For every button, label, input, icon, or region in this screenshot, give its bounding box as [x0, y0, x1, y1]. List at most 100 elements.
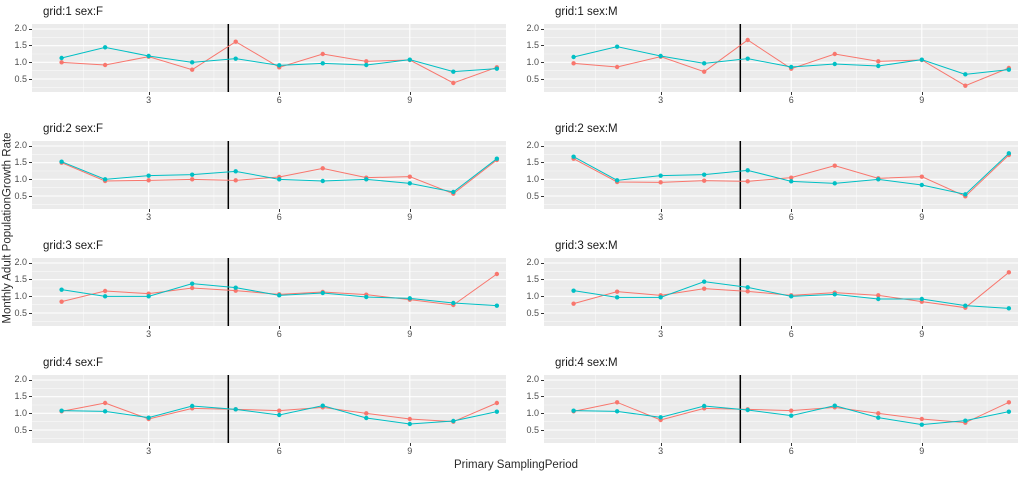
x-tick-mark	[409, 443, 411, 446]
y-tick-mark	[541, 279, 544, 281]
data-point	[832, 403, 837, 408]
y-tick-mark	[541, 262, 544, 264]
x-tick-mark	[791, 443, 793, 446]
data-point	[494, 303, 500, 308]
y-tick-label: 1.0	[526, 56, 539, 67]
x-tick-label: 9	[407, 95, 413, 105]
y-axis-ticks: 0.5 1.0 1.5 2.0	[14, 24, 32, 92]
y-tick-label: 1.5	[526, 274, 539, 285]
y-tick-mark	[29, 78, 32, 80]
x-axis-title: Primary SamplingPeriod	[454, 459, 578, 471]
panel-plot-area	[32, 258, 506, 326]
y-tick-mark	[29, 178, 32, 180]
data-point	[832, 292, 837, 297]
y-tick-label: 2.0	[526, 257, 539, 268]
data-point	[277, 63, 282, 68]
facet-panel: grid:2 sex:F 0.5 1.0 1.5 2.0 3 6 9	[14, 117, 506, 234]
data-point	[701, 403, 707, 409]
data-point	[102, 409, 108, 414]
data-point	[658, 295, 663, 300]
panel-plot-area	[544, 375, 1018, 443]
data-point	[102, 294, 108, 299]
x-tick-label: 6	[276, 212, 282, 222]
data-point	[451, 69, 456, 74]
y-tick-mark	[541, 379, 544, 381]
data-point	[963, 83, 968, 88]
y-axis-title: Monthly Adult PopulationGrowth Rate	[1, 131, 14, 324]
data-point	[494, 409, 500, 414]
y-axis-ticks: 0.5 1.0 1.5 2.0	[526, 258, 544, 326]
y-tick-mark	[541, 396, 544, 398]
data-point	[451, 80, 456, 86]
data-point	[277, 293, 282, 298]
x-tick-label: 9	[407, 329, 413, 339]
facet-strip-label: grid:3 sex:F	[43, 240, 104, 252]
y-tick-label: 0.5	[526, 307, 539, 318]
x-tick-label: 6	[276, 95, 282, 105]
data-point	[963, 418, 968, 423]
y-tick-mark	[541, 162, 544, 164]
y-tick-label: 2.0	[526, 374, 539, 385]
data-point	[407, 174, 413, 179]
data-point	[1006, 270, 1012, 275]
data-point	[571, 288, 576, 293]
data-point	[789, 175, 794, 180]
x-tick-label: 6	[788, 446, 794, 456]
x-tick-mark	[148, 209, 150, 212]
data-point	[494, 66, 500, 71]
data-point	[745, 37, 750, 43]
data-point	[233, 407, 238, 412]
data-point	[407, 421, 413, 427]
facet-panel: grid:1 sex:F 0.5 1.0 1.5 2.0 3 6 9	[14, 0, 506, 117]
data-point	[919, 174, 925, 179]
data-point	[102, 288, 108, 294]
data-point	[102, 177, 108, 182]
data-point	[189, 67, 195, 72]
y-tick-label: 0.5	[14, 424, 27, 435]
plot-svg	[32, 375, 506, 443]
facet-row: grid:1 sex:F 0.5 1.0 1.5 2.0 3 6 9 grid:1 sex…	[14, 0, 1018, 117]
x-tick-label: 9	[919, 329, 925, 339]
y-tick-mark	[29, 145, 32, 147]
x-tick-mark	[921, 443, 923, 446]
x-tick-mark	[279, 209, 281, 212]
data-point	[189, 281, 195, 286]
y-axis-ticks: 0.5 1.0 1.5 2.0	[526, 141, 544, 209]
x-axis-ticks: 3 6 9	[526, 209, 1018, 234]
panel-plot-area	[32, 375, 506, 443]
data-point	[364, 177, 369, 182]
data-point	[876, 177, 881, 182]
data-point	[614, 400, 620, 405]
data-point	[963, 303, 968, 308]
y-tick-mark	[29, 396, 32, 398]
x-tick-label: 3	[658, 95, 664, 105]
data-point	[658, 53, 663, 59]
y-tick-label: 0.5	[526, 190, 539, 201]
data-point	[364, 415, 369, 421]
x-tick-mark	[279, 92, 281, 95]
x-tick-mark	[279, 326, 281, 329]
data-point	[189, 60, 195, 65]
x-tick-label: 9	[919, 446, 925, 456]
y-tick-label: 1.5	[14, 40, 27, 51]
plot-svg	[32, 258, 506, 326]
data-point	[451, 189, 456, 195]
data-point	[1006, 409, 1012, 414]
facet-strip-label: grid:2 sex:M	[555, 123, 618, 135]
data-point	[494, 400, 500, 406]
data-point	[102, 62, 108, 68]
y-tick-label: 2.0	[526, 23, 539, 34]
y-tick-mark	[29, 429, 32, 431]
data-point	[59, 60, 64, 65]
x-axis-ticks: 3 6 9	[526, 92, 1018, 117]
data-point	[407, 57, 413, 62]
y-tick-label: 1.5	[526, 391, 539, 402]
data-point	[320, 178, 325, 184]
data-point	[876, 415, 881, 420]
data-point	[320, 51, 325, 57]
data-point	[320, 290, 325, 296]
x-tick-label: 3	[146, 446, 152, 456]
y-tick-mark	[29, 162, 32, 164]
data-point	[701, 286, 707, 291]
panel-plot-area	[544, 258, 1018, 326]
